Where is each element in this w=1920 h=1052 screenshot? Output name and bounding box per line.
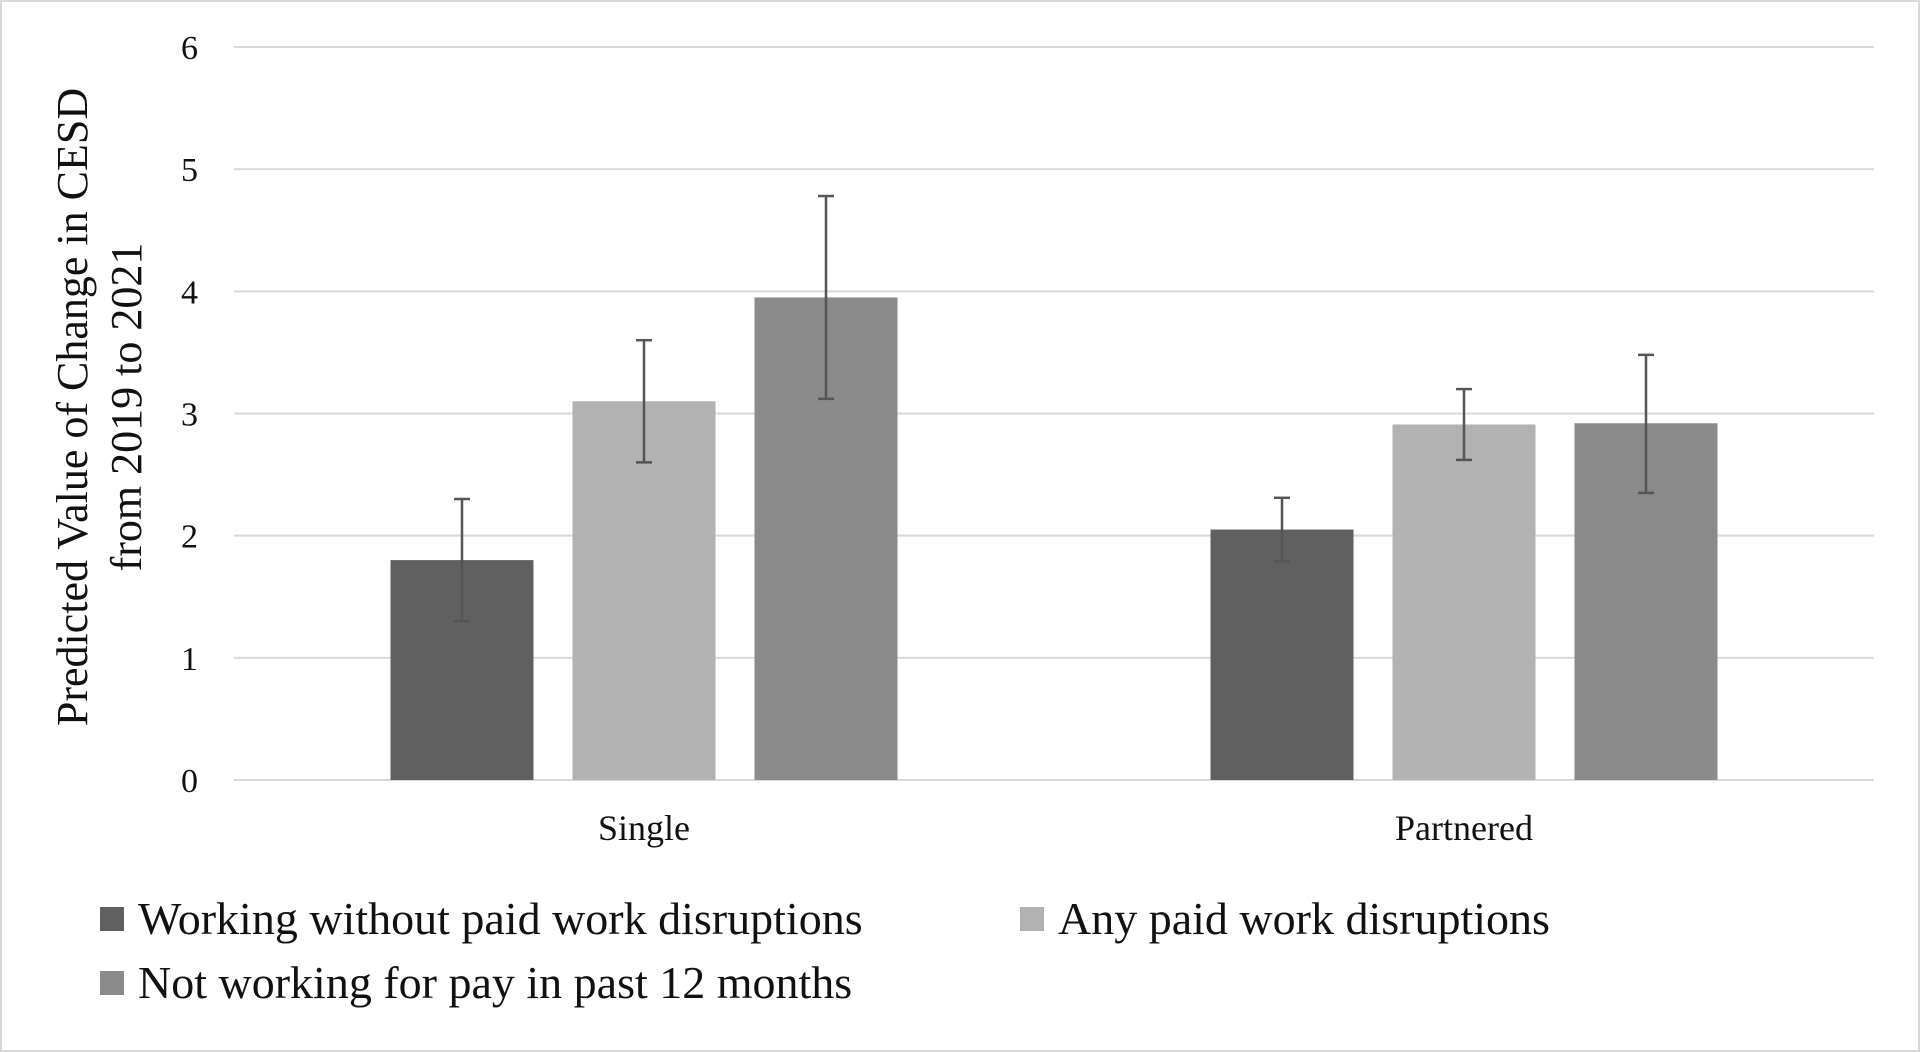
y-tick-label: 3 [181,397,198,434]
legend-item-working-without-disruptions: Working without paid work disruptions [100,892,863,945]
legend-label: Any paid work disruptions [1058,893,1550,944]
y-tick-label: 1 [181,641,198,678]
category-labels: Single Partnered [598,808,1533,848]
y-tick-label: 4 [181,274,198,311]
legend-item-any-paid-work-disruptions: Any paid work disruptions [1020,892,1550,945]
error-bars [454,194,1654,623]
legend-swatch [100,906,124,931]
category-label: Single [598,808,690,848]
y-tick-labels: 0 1 2 3 4 5 6 [181,30,198,800]
legend-label: Not working for pay in past 12 months [138,957,853,1008]
legend-swatch [100,970,124,995]
legend-item-not-working-for-pay: Not working for pay in past 12 months [100,956,852,1009]
bar [1210,529,1354,780]
y-axis-label: Predicted Value of Change in CESD from 2… [48,88,151,726]
bar [1392,424,1536,780]
legend-swatch [1020,906,1044,931]
legend-label: Working without paid work disruptions [138,893,863,944]
y-tick-label: 2 [181,519,198,556]
y-tick-label: 6 [181,30,198,67]
legend: Working without paid work disruptions An… [100,892,1800,1032]
y-axis-label-line-1: Predicted Value of Change in CESD [48,88,97,726]
y-tick-label: 5 [181,152,198,189]
y-axis-label-line-2: from 2019 to 2021 [102,243,151,572]
category-label: Partnered [1395,808,1533,848]
bars [390,297,1718,780]
y-tick-label: 0 [181,763,198,800]
bar [572,401,716,780]
